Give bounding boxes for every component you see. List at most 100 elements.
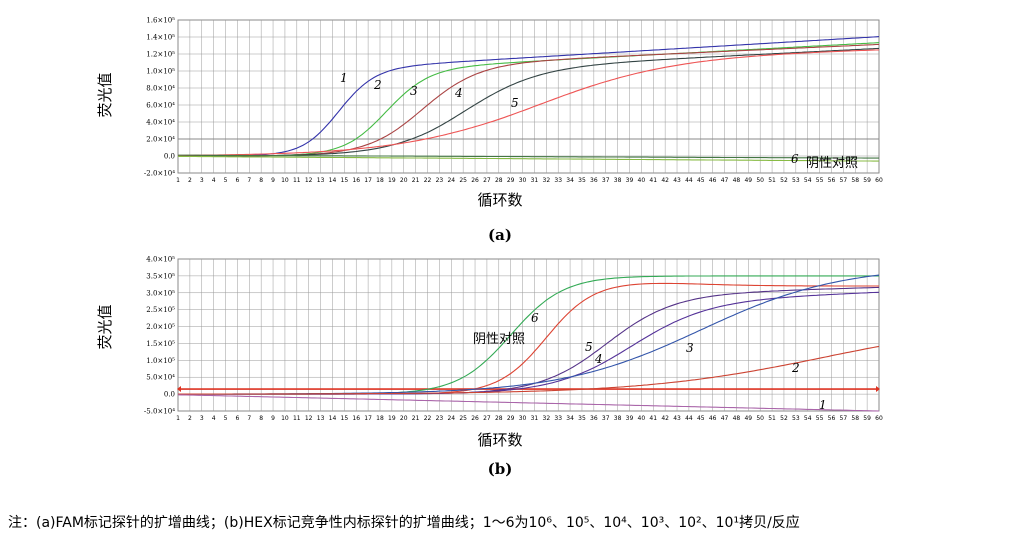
x-tick-label: 54 (804, 177, 812, 184)
x-tick-label: 11 (293, 177, 301, 184)
curve-label: 6 (531, 311, 539, 325)
x-tick-label: 6 (235, 415, 239, 422)
x-tick-label: 49 (744, 415, 752, 422)
x-tick-label: 32 (543, 415, 551, 422)
x-tick-label: 45 (697, 415, 705, 422)
y-tick-label: 4.0×10⁴ (146, 119, 175, 127)
x-tick-label: 20 (400, 415, 408, 422)
x-tick-label: 15 (341, 177, 349, 184)
x-tick-label: 21 (412, 177, 420, 184)
x-tick-label: 46 (709, 177, 717, 184)
x-tick-label: 2 (188, 177, 192, 184)
x-tick-label: 26 (471, 177, 479, 184)
x-tick-label: 31 (531, 177, 539, 184)
x-tick-label: 3 (200, 177, 204, 184)
y-tick-label: 1.0×10⁵ (146, 357, 175, 365)
x-tick-label: 3 (200, 415, 204, 422)
y-tick-label: 2.5×10⁵ (146, 306, 175, 314)
x-tick-label: 13 (317, 415, 325, 422)
x-tick-label: 58 (851, 177, 859, 184)
y-tick-label: 2.0×10⁴ (146, 136, 175, 144)
x-tick-label: 52 (780, 415, 788, 422)
figure-note: 注：(a)FAM标记探针的扩增曲线；(b)HEX标记竞争性内标探针的扩增曲线；1… (8, 515, 800, 531)
series-line-4 (178, 47, 880, 157)
x-tick-label: 5 (224, 177, 228, 184)
y-tick-label: 3.0×10⁵ (146, 289, 175, 297)
x-tick-label: 43 (673, 177, 681, 184)
x-tick-label: 30 (519, 177, 527, 184)
x-tick-label: 42 (661, 177, 669, 184)
x-tick-label: 55 (816, 415, 824, 422)
x-tick-label: 30 (519, 415, 527, 422)
x-tick-label: 56 (828, 415, 836, 422)
x-tick-label: 36 (590, 415, 598, 422)
series-line-baseline (178, 155, 879, 162)
y-axis-label: 荧光值 (96, 72, 114, 117)
x-tick-label: 58 (851, 415, 859, 422)
plot-frame (177, 19, 880, 174)
plot-frame (177, 258, 880, 412)
y-tick-label: 1.0×10⁵ (146, 68, 175, 76)
x-tick-label: 27 (483, 177, 491, 184)
x-tick-label: 14 (329, 415, 337, 422)
y-tick-label: 1.5×10⁵ (146, 340, 175, 348)
x-tick-label: 24 (447, 177, 455, 184)
x-tick-label: 9 (271, 177, 275, 184)
x-tick-label: 11 (293, 415, 301, 422)
curve-label: 6 (791, 152, 799, 166)
x-tick-label: 27 (483, 415, 491, 422)
x-tick-label: 43 (673, 415, 681, 422)
x-tick-label: 12 (305, 177, 313, 184)
x-tick-label: 17 (364, 177, 372, 184)
x-tick-label: 57 (840, 415, 848, 422)
x-tick-label: 54 (804, 415, 812, 422)
y-tick-label: 1.6×10⁵ (146, 17, 175, 25)
x-tick-label: 29 (507, 177, 515, 184)
x-tick-label: 55 (816, 177, 824, 184)
y-tick-label: 8.0×10⁴ (146, 85, 175, 93)
y-tick-label: -2.0×10⁴ (144, 170, 175, 178)
x-tick-label: 41 (649, 177, 657, 184)
x-tick-label: 41 (649, 415, 657, 422)
threshold-marker-left (177, 386, 181, 393)
x-tick-label: 33 (554, 177, 562, 184)
x-tick-label: 18 (376, 177, 384, 184)
x-tick-label: 10 (281, 415, 289, 422)
x-tick-label: 4 (212, 177, 216, 184)
x-tick-label: 59 (863, 177, 871, 184)
x-tick-label: 60 (875, 415, 883, 422)
x-tick-label: 59 (863, 415, 871, 422)
y-tick-label: 3.5×10⁵ (146, 272, 175, 280)
series-line-1 (178, 36, 880, 157)
threshold-marker-right (876, 386, 880, 393)
x-tick-label: 35 (578, 177, 586, 184)
curve-label: 4 (594, 352, 603, 366)
x-tick-label: 18 (376, 415, 384, 422)
x-tick-label: 10 (281, 177, 289, 184)
x-tick-label: 26 (471, 415, 479, 422)
x-tick-label: 13 (317, 177, 325, 184)
x-tick-label: 53 (792, 415, 800, 422)
x-tick-label: 14 (329, 177, 337, 184)
x-tick-label: 2 (188, 415, 192, 422)
panel-b-chart: 4.0×10⁵ 3.5×10⁵ 3.0×10⁵ 2.5×10⁵ 2.0×10⁵ 1.5×1… (96, 256, 883, 479)
x-tick-label: 25 (459, 177, 467, 184)
y-tick-label: 4.0×10⁵ (146, 256, 175, 264)
x-tick-label: 1 (176, 177, 180, 184)
series-line-2 (178, 345, 880, 395)
x-tick-label: 56 (828, 177, 836, 184)
x-tick-label: 51 (768, 415, 776, 422)
x-tick-label: 37 (602, 177, 610, 184)
curve-label: 2 (373, 78, 382, 92)
x-tick-label: 23 (436, 415, 444, 422)
x-tick-label: 46 (709, 415, 717, 422)
x-tick-label: 19 (388, 177, 396, 184)
x-tick-label: 22 (424, 177, 432, 184)
x-tick-label: 60 (875, 177, 883, 184)
x-tick-label: 16 (352, 415, 360, 422)
x-tick-label: 21 (412, 415, 420, 422)
x-tick-label: 38 (614, 415, 622, 422)
x-tick-label: 37 (602, 415, 610, 422)
x-tick-label: 16 (352, 177, 360, 184)
